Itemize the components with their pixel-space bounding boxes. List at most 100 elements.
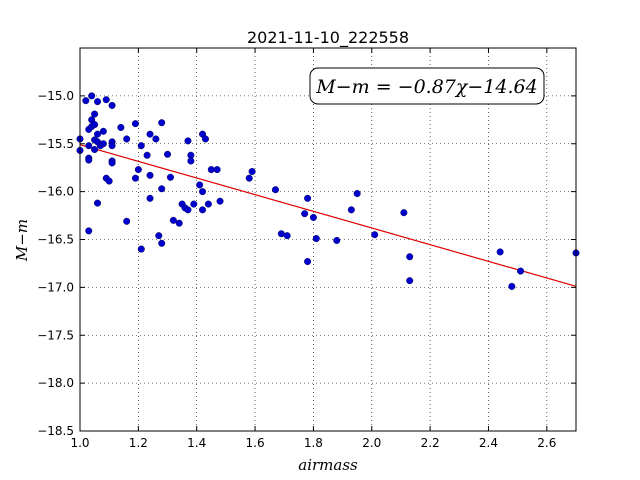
y-tick-label: −15.5 [37,137,74,151]
data-point [91,121,99,129]
fit-line-layer [79,144,577,287]
x-axis-label: airmass [298,456,358,474]
data-point [94,98,102,106]
data-point [131,120,139,128]
data-point [134,166,142,174]
data-point [137,245,145,253]
data-point [85,227,93,235]
data-point [169,216,177,224]
data-point [91,110,99,118]
data-point [137,142,145,150]
data-point [201,135,209,143]
data-point [190,200,198,208]
grid-lines [79,48,576,432]
data-point [184,137,192,145]
data-point [94,199,102,207]
y-tick-label: −17.5 [37,328,74,342]
data-point [283,232,291,240]
data-point [184,206,192,214]
data-point [301,210,309,218]
y-tick-label: −15.0 [37,89,74,103]
data-point [91,145,99,153]
data-point [204,200,212,208]
data-point [248,168,256,176]
y-axis-label: M−m [13,219,31,262]
data-point [216,197,224,205]
x-tick-label: 2.2 [421,436,440,450]
data-point [175,219,183,227]
data-point [143,151,151,159]
data-point [187,157,195,165]
x-tick-label: 2.0 [362,436,381,450]
y-tick-label: −18.0 [37,376,74,390]
annotation-frame [309,67,545,105]
data-point [347,206,355,214]
fit-line [79,144,577,287]
x-tick-label: 2.4 [479,436,498,450]
data-point [82,97,90,105]
y-tick-label: −17.0 [37,280,74,294]
data-point [371,231,379,239]
data-point [309,213,317,221]
y-tick-label: −16.0 [37,185,74,199]
data-point [108,159,116,167]
data-point [108,142,116,150]
x-tick-label: 2.6 [537,436,556,450]
data-point [146,130,154,138]
data-point [158,239,166,247]
data-point [213,166,221,174]
data-point [131,174,139,182]
data-point [105,177,113,185]
data-point [85,142,93,150]
x-tick-label: 1.4 [187,436,206,450]
data-point [99,140,107,148]
data-point [199,206,207,214]
data-point [152,135,160,143]
data-point [123,135,131,143]
data-point [400,209,408,217]
data-point [146,194,154,202]
x-tick-label: 1.6 [246,436,265,450]
data-point [406,253,414,261]
data-point [166,173,174,181]
data-point [353,190,361,198]
data-point [312,235,320,243]
data-point [196,181,204,189]
data-point [199,188,207,196]
data-point [508,282,516,290]
data-point [304,194,312,202]
x-tick-label: 1.2 [129,436,148,450]
data-points-layer [76,92,580,290]
data-point [406,277,414,285]
data-point [146,171,154,179]
data-point [99,127,107,135]
y-tick-label: −16.5 [37,233,74,247]
data-point [94,130,102,138]
data-point [85,156,93,164]
data-point [496,248,504,256]
data-point [164,150,172,158]
data-point [158,185,166,193]
annotation-box: M−m = −0.87χ−14.64 [309,67,545,105]
data-point [271,186,279,194]
data-point [304,258,312,266]
chart-title: 2021-11-10_222558 [247,28,409,48]
axis-ticks: 1.0 1.2 1.4 1.6 1.8 2.0 2.2 2.4 2.6 −15.0 −15.5 −16… [37,48,576,450]
data-point [108,101,116,109]
data-point [155,232,163,240]
data-point [517,267,525,275]
data-point [277,230,285,238]
data-point [333,236,341,244]
data-point [158,119,166,127]
fit-equation: M−m = −0.87χ−14.64 [315,76,537,98]
data-point [117,123,125,131]
data-point [207,166,215,174]
x-tick-label: 1.0 [70,436,89,450]
y-tick-label: −18.5 [37,424,74,438]
data-point [88,92,96,100]
x-tick-label: 1.8 [304,436,323,450]
data-point [245,174,253,182]
data-point [102,96,110,104]
data-point [123,217,131,225]
